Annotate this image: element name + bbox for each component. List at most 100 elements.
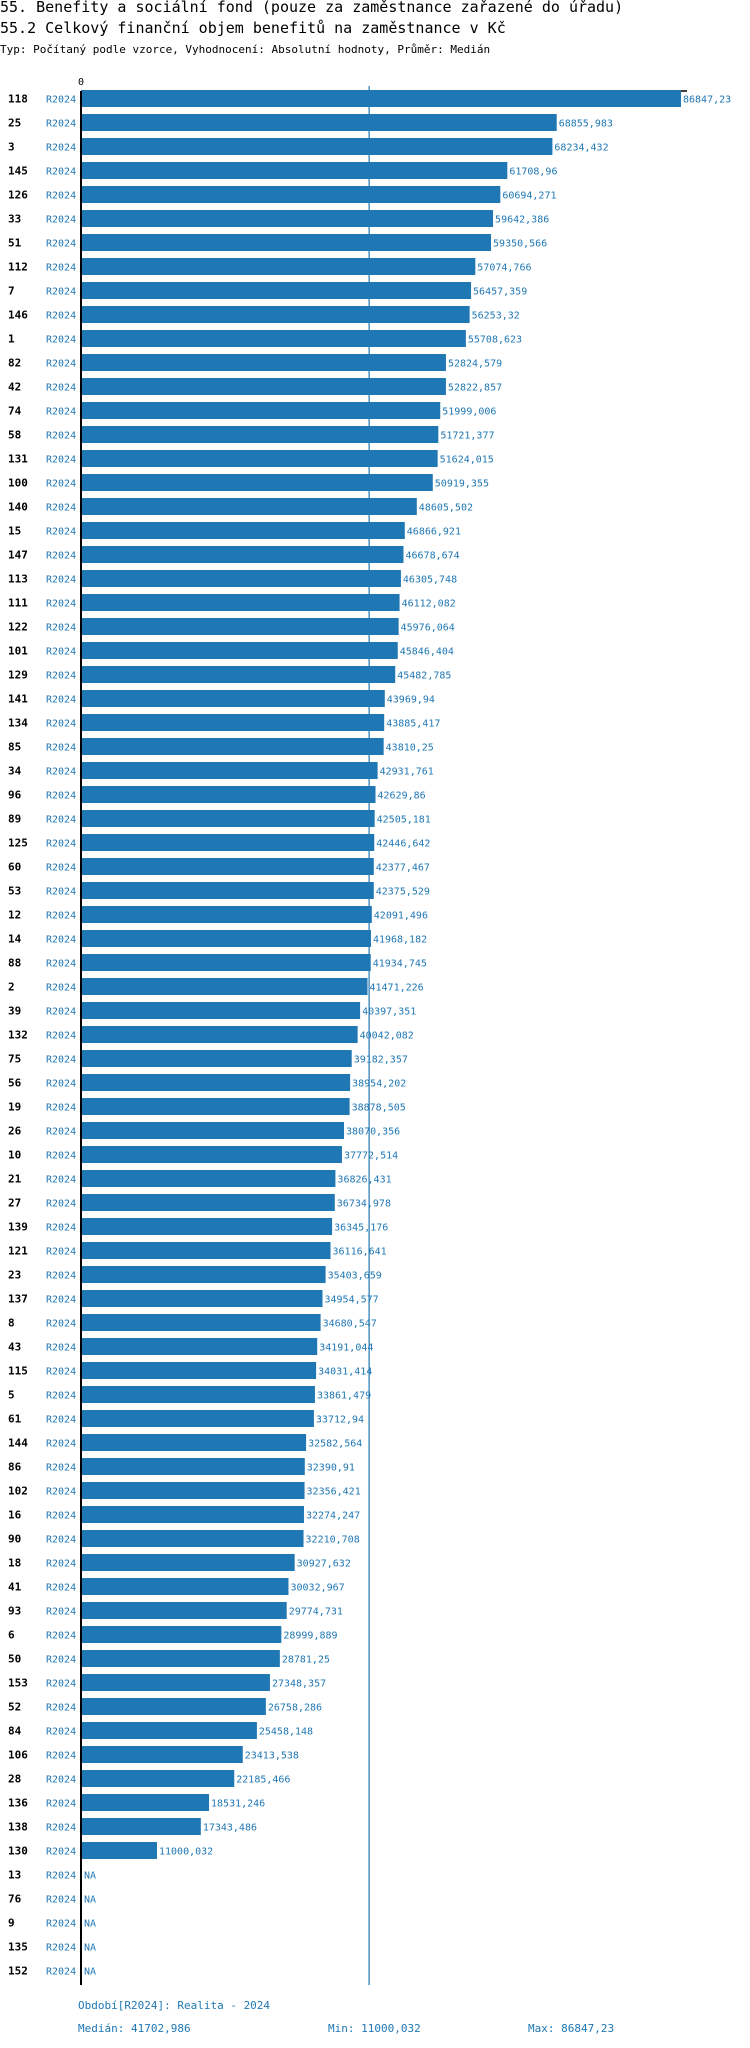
- bar-value-label: 86847,23: [683, 95, 731, 106]
- row-id-label: 3: [8, 141, 15, 154]
- bar-value-label: 41471,226: [370, 983, 424, 994]
- axis-zero-label: 0: [78, 77, 84, 88]
- row-id-label: 89: [8, 813, 21, 826]
- row-id-label: 12: [8, 909, 21, 922]
- row-id-label: 82: [8, 357, 21, 370]
- footer-median: Medián: 41702,986: [78, 2022, 191, 2035]
- row-id-label: 1: [8, 333, 15, 346]
- bar: [81, 1434, 307, 1451]
- row-id-label: 138: [8, 1821, 28, 1834]
- bar-value-label: 38878,505: [352, 1103, 406, 1114]
- row-period-label: R2024: [46, 1823, 76, 1834]
- bar: [81, 714, 385, 731]
- row-period-label: R2024: [46, 887, 76, 898]
- row-id-label: 34: [8, 765, 22, 778]
- bar: [81, 1842, 157, 1859]
- bar-value-label: 27348,357: [272, 1679, 326, 1690]
- bar-value-label: 57074,766: [477, 263, 531, 274]
- bar-value-label: NA: [84, 1871, 96, 1882]
- footer-period: Období[R2024]: Realita - 2024: [78, 1999, 271, 2012]
- row-period-label: R2024: [46, 1007, 76, 1018]
- bar-value-label: 41968,182: [373, 935, 427, 946]
- row-id-label: 118: [8, 93, 28, 106]
- bar-value-label: 42446,642: [376, 839, 430, 850]
- row-id-label: 106: [8, 1749, 28, 1762]
- row-period-label: R2024: [46, 1727, 76, 1738]
- row-period-label: R2024: [46, 215, 76, 226]
- bar-value-label: 22185,466: [236, 1775, 290, 1786]
- row-id-label: 15: [8, 525, 21, 538]
- bar-value-label: 45976,064: [401, 623, 455, 634]
- row-period-label: R2024: [46, 767, 76, 778]
- bar-value-label: 32210,708: [306, 1535, 360, 1546]
- bar: [81, 1362, 317, 1379]
- bar: [81, 1290, 323, 1307]
- row-period-label: R2024: [46, 359, 76, 370]
- bar-value-label: 30927,632: [297, 1559, 351, 1570]
- row-id-label: 18: [8, 1557, 21, 1570]
- bar-value-label: 46112,082: [402, 599, 456, 610]
- bar: [81, 282, 472, 299]
- row-period-label: R2024: [46, 1943, 76, 1954]
- bar-value-label: 30032,967: [290, 1583, 344, 1594]
- row-period-label: R2024: [46, 959, 76, 970]
- row-id-label: 139: [8, 1221, 28, 1234]
- bar-value-label: 43810,25: [386, 743, 434, 754]
- chart-section-title: 55. Benefity a sociální fond (pouze za z…: [0, 0, 624, 16]
- bar-value-label: 42505,181: [377, 815, 431, 826]
- row-period-label: R2024: [46, 839, 76, 850]
- bar: [81, 1002, 361, 1019]
- bar-value-label: 36116,641: [333, 1247, 387, 1258]
- row-period-label: R2024: [46, 263, 76, 274]
- footer-max: Max: 86847,23: [528, 2022, 615, 2035]
- bar: [81, 1122, 345, 1139]
- bar: [81, 570, 401, 587]
- bar: [81, 354, 446, 371]
- bar-value-label: 59642,386: [495, 215, 549, 226]
- bar: [81, 1698, 266, 1715]
- row-period-label: R2024: [46, 143, 76, 154]
- row-id-label: 56: [8, 1077, 22, 1090]
- bar-value-label: 33861,479: [317, 1391, 371, 1402]
- bar-value-label: 35403,659: [328, 1271, 382, 1282]
- row-period-label: R2024: [46, 719, 76, 730]
- row-period-label: R2024: [46, 1415, 76, 1426]
- row-period-label: R2024: [46, 1487, 76, 1498]
- bar: [81, 930, 371, 947]
- row-period-label: R2024: [46, 623, 76, 634]
- bar-value-label: 23413,538: [245, 1751, 299, 1762]
- bar-value-label: 28999,889: [283, 1631, 337, 1642]
- row-id-label: 130: [8, 1845, 28, 1858]
- bar-value-label: 61708,96: [509, 167, 557, 178]
- row-period-label: R2024: [46, 1799, 76, 1810]
- row-period-label: R2024: [46, 1343, 76, 1354]
- row-period-label: R2024: [46, 1559, 76, 1570]
- bar: [81, 90, 681, 107]
- row-id-label: 53: [8, 885, 21, 898]
- row-period-label: R2024: [46, 479, 76, 490]
- row-id-label: 122: [8, 621, 28, 634]
- bar-value-label: 29774,731: [289, 1607, 343, 1618]
- row-id-label: 112: [8, 261, 28, 274]
- bar: [81, 810, 375, 827]
- row-period-label: R2024: [46, 551, 76, 562]
- bar-value-label: 28781,25: [282, 1655, 330, 1666]
- row-id-label: 152: [8, 1965, 28, 1978]
- bar: [81, 1194, 335, 1211]
- bar-value-label: 51624,015: [440, 455, 494, 466]
- bar-value-label: 40042,082: [360, 1031, 414, 1042]
- row-period-label: R2024: [46, 791, 76, 802]
- bar: [81, 522, 405, 539]
- row-period-label: R2024: [46, 239, 76, 250]
- bar-value-label: 68855,983: [559, 119, 613, 130]
- row-id-label: 14: [8, 933, 22, 946]
- bar-value-label: 34680,547: [323, 1319, 377, 1330]
- bar-value-label: 51721,377: [440, 431, 494, 442]
- bar: [81, 1458, 305, 1475]
- bar: [81, 234, 492, 251]
- bar-value-label: 45482,785: [397, 671, 451, 682]
- bar-value-label: 60694,271: [502, 191, 556, 202]
- row-period-label: R2024: [46, 743, 76, 754]
- bar: [81, 882, 374, 899]
